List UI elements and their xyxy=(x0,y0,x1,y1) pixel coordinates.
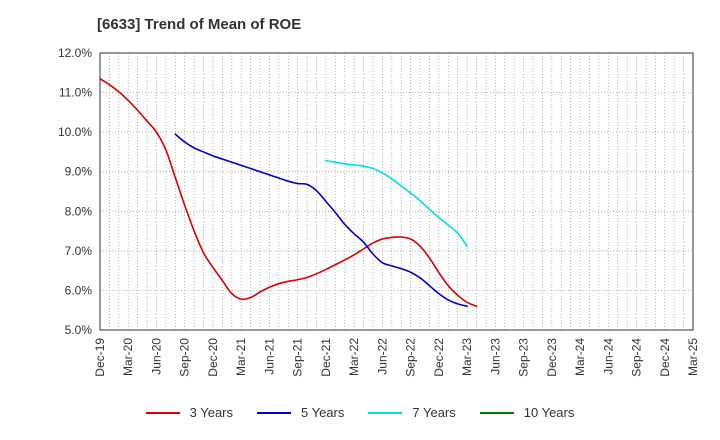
x-tick-label: Mar-21 xyxy=(234,338,248,376)
x-tick-label: Dec-23 xyxy=(545,338,559,377)
y-tick-label: 10.0% xyxy=(58,125,92,139)
x-tick-label: Jun-24 xyxy=(601,338,615,375)
x-tick-label: Dec-20 xyxy=(206,338,220,377)
x-tick-label: Dec-19 xyxy=(93,338,107,377)
y-tick-label: 5.0% xyxy=(65,323,93,337)
legend-item-5-years: 5 Years xyxy=(257,405,344,420)
x-tick-label: Jun-23 xyxy=(488,338,502,375)
series-line-3-years xyxy=(99,77,478,308)
x-tick-label: Sep-24 xyxy=(630,338,644,377)
y-tick-label: 6.0% xyxy=(65,283,93,297)
series-line-5-years xyxy=(174,133,468,308)
legend-swatch xyxy=(368,411,403,414)
series-layer xyxy=(99,77,478,308)
legend-label: 7 Years xyxy=(412,405,456,420)
chart-title: [6633] Trend of Mean of ROE xyxy=(97,16,302,33)
x-tick-label: Mar-25 xyxy=(686,338,700,376)
series-line-7-years xyxy=(325,159,468,247)
x-tick-label: Mar-20 xyxy=(121,338,135,376)
grid-layer xyxy=(99,52,694,331)
legend-swatch xyxy=(479,411,514,414)
y-tick-label: 12.0% xyxy=(58,46,92,60)
legend-item-3-years: 3 Years xyxy=(145,405,233,420)
legend-label: 5 Years xyxy=(301,405,345,420)
x-tick-label: Sep-21 xyxy=(291,338,305,377)
legend: 3 Years 5 Years 7 Years 10 Years xyxy=(0,405,720,420)
x-tick-label: Sep-23 xyxy=(517,338,531,377)
axis-layer: 5.0% 6.0% 7.0% 8.0% 9.0% 10.0% 11.0% 12.0% Dec-1… xyxy=(58,46,700,377)
x-tick-label: Mar-24 xyxy=(573,338,587,376)
legend-swatch xyxy=(257,411,291,414)
y-tick-label: 8.0% xyxy=(65,204,93,218)
x-tick-label: Dec-24 xyxy=(658,338,672,377)
x-tick-label: Jun-21 xyxy=(262,338,276,375)
x-tick-label: Dec-21 xyxy=(319,338,333,377)
y-tick-label: 11.0% xyxy=(59,86,92,100)
x-tick-label: Sep-22 xyxy=(404,338,418,377)
legend-item-7-years: 7 Years xyxy=(368,405,456,420)
x-tick-label: Mar-23 xyxy=(460,338,474,376)
legend-label: 3 Years xyxy=(189,405,233,420)
plot-frame xyxy=(99,52,694,331)
x-tick-label: Mar-22 xyxy=(347,338,361,376)
x-tick-label: Jun-22 xyxy=(375,338,389,375)
legend-label: 10 Years xyxy=(523,405,575,420)
x-tick-label: Dec-22 xyxy=(432,338,446,377)
y-tick-label: 7.0% xyxy=(65,244,93,258)
x-tick-label: Jun-20 xyxy=(149,338,163,375)
y-tick-label: 9.0% xyxy=(65,165,93,179)
legend-item-10-years: 10 Years xyxy=(479,405,575,420)
x-tick-label: Sep-20 xyxy=(178,338,192,377)
legend-swatch xyxy=(145,411,180,414)
